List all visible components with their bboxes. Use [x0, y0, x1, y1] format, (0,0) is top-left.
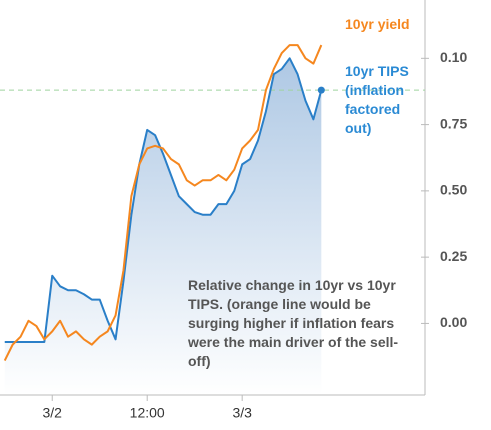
series-line [4, 57, 323, 343]
area [4, 58, 322, 396]
legend-tips: 10yr TIPS (inflation factored out) [345, 63, 409, 136]
annotation: Relative change in 10yr vs 10yr TIPS. (o… [188, 277, 399, 369]
y-tick-label: 0.00 [440, 314, 467, 330]
x-tick-label: 12:00 [130, 405, 165, 421]
last-value-dot [317, 86, 325, 94]
y-tick-label: 0.25 [440, 248, 467, 264]
legend-yield: 10yr yield [345, 16, 410, 32]
x-tick-label: 3/2 [43, 405, 63, 421]
y-tick-label: 0.75 [440, 115, 467, 131]
y-tick-label: 0.50 [440, 182, 467, 198]
y-tick-label: 0.10 [440, 49, 467, 65]
series-line [3, 44, 323, 361]
x-tick-label: 3/3 [232, 405, 252, 421]
